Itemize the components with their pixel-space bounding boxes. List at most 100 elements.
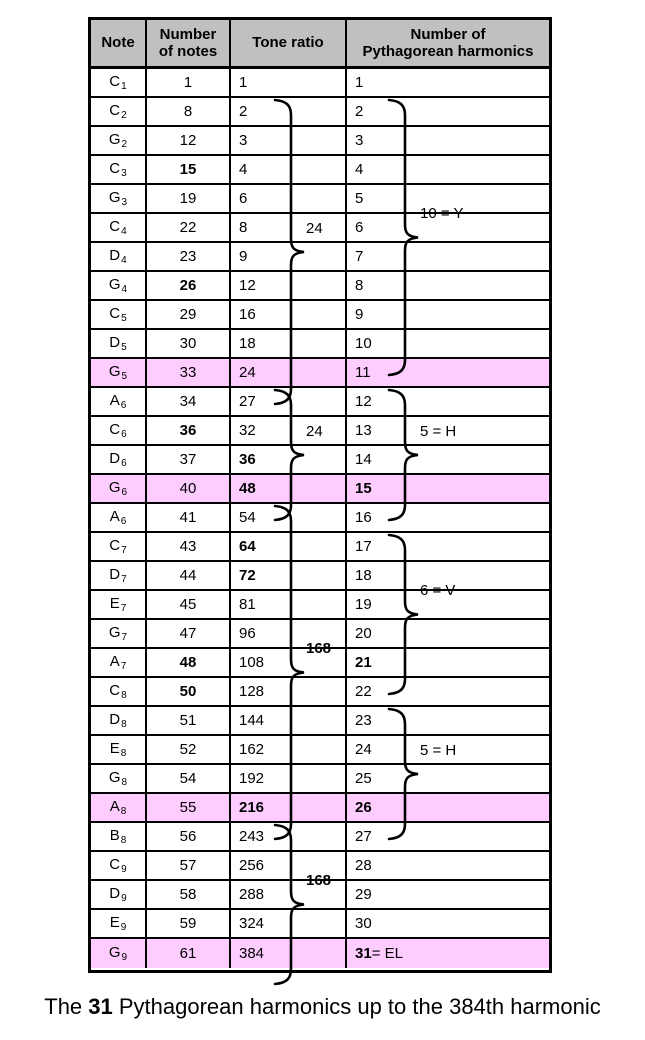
table-row: A6 41 54 16: [91, 504, 549, 533]
note-name: G6: [108, 479, 128, 498]
tone-ratio-cell: 2: [231, 98, 347, 125]
num-notes-cell: 54: [147, 765, 231, 792]
note-cell: D4: [91, 243, 147, 270]
note-name: C3: [109, 160, 127, 179]
tone-ratio-cell: 256: [231, 852, 347, 879]
brace-label: 168: [306, 640, 332, 657]
tone-ratio-cell: 24: [231, 359, 347, 386]
num-notes-cell: 33: [147, 359, 231, 386]
tone-ratio-cell: 162: [231, 736, 347, 763]
note-cell: C5: [91, 301, 147, 328]
note-cell: C2: [91, 98, 147, 125]
note-name: C9: [109, 856, 127, 875]
table-row: E9 59 324 30: [91, 910, 549, 939]
note-name: G7: [108, 624, 128, 643]
tone-ratio-cell: 324: [231, 910, 347, 937]
note-name: A6: [109, 508, 127, 527]
table-row: C2 8 2 2: [91, 98, 549, 127]
table-row: D8 51 144 23: [91, 707, 549, 736]
note-name: G4: [108, 276, 128, 295]
harmonics-cell: 9: [355, 306, 364, 323]
harmonics-cell: 20: [355, 625, 372, 642]
table-row: E7 45 81 19: [91, 591, 549, 620]
note-cell: A6: [91, 388, 147, 415]
note-cell: D7: [91, 562, 147, 589]
tone-ratio-cell: 108: [231, 649, 347, 676]
tone-ratio-cell: 216: [231, 794, 347, 821]
table-row: A6 34 27 12: [91, 388, 549, 417]
table-row: G9 61 384 31 = EL: [91, 939, 549, 968]
harmonics-cell: 10: [355, 335, 372, 352]
table-row: G2 12 3 3: [91, 127, 549, 156]
note-name: G2: [108, 131, 128, 150]
caption-prefix: The: [44, 994, 89, 1019]
note-cell: G2: [91, 127, 147, 154]
brace-label: 24: [306, 219, 323, 237]
num-notes-cell: 50: [147, 678, 231, 705]
note-name: C6: [109, 421, 127, 440]
note-cell: G7: [91, 620, 147, 647]
num-notes-cell: 52: [147, 736, 231, 763]
note-name: E7: [109, 595, 127, 614]
tone-ratio-cell: 48: [231, 475, 347, 502]
tone-ratio-cell: 192: [231, 765, 347, 792]
num-notes-cell: 15: [147, 156, 231, 183]
note-name: D9: [109, 885, 127, 904]
table-row: C8 50 128 22: [91, 678, 549, 707]
brace-label: 24: [306, 422, 323, 440]
note-cell: D8: [91, 707, 147, 734]
harmonics-cell: 6: [355, 219, 364, 236]
num-notes-cell: 43: [147, 533, 231, 560]
num-notes-cell: 56: [147, 823, 231, 850]
num-notes-cell: 59: [147, 910, 231, 937]
num-notes-cell: 58: [147, 881, 231, 908]
table-row: D7 44 72 18: [91, 562, 549, 591]
tone-ratio-cell: 18: [231, 330, 347, 357]
note-name: G3: [108, 189, 128, 208]
num-notes-cell: 37: [147, 446, 231, 473]
note-cell: A8: [91, 794, 147, 821]
harmonics-cell: 11: [355, 364, 371, 381]
note-name: B8: [109, 827, 127, 846]
num-notes-cell: 19: [147, 185, 231, 212]
brace-label: 168: [306, 872, 332, 889]
table-row: G7 47 96 20: [91, 620, 549, 649]
tone-ratio-cell: 16: [231, 301, 347, 328]
tone-ratio-cell: 32: [231, 417, 347, 444]
tone-ratio-cell: 64: [231, 533, 347, 560]
harmonics-cell: 19: [355, 596, 372, 613]
note-cell: D5: [91, 330, 147, 357]
note-cell: C4: [91, 214, 147, 241]
note-cell: C6: [91, 417, 147, 444]
note-name: C7: [109, 537, 127, 556]
note-name: C2: [109, 102, 127, 121]
table-row: E8 52 162 24: [91, 736, 549, 765]
table-header-row: Note Number of notes Tone ratio Number o…: [91, 20, 549, 69]
note-cell: C7: [91, 533, 147, 560]
table-body: C1 1 1 1 C2 8 2 2 G2 12 3 3 C3 15 4 4 G3…: [91, 69, 549, 968]
num-notes-cell: 23: [147, 243, 231, 270]
col-header-tone-ratio: Tone ratio: [231, 20, 347, 66]
brace-label: 10 = Y: [420, 205, 464, 222]
harmonics-cell: 24: [355, 741, 372, 758]
table-row: C5 29 16 9: [91, 301, 549, 330]
note-name: E8: [109, 740, 127, 759]
tone-ratio-cell: 1: [231, 69, 347, 96]
tone-ratio-cell: 128: [231, 678, 347, 705]
harmonics-cell: 16: [355, 509, 372, 526]
caption-bold-number: 31: [88, 994, 113, 1019]
harmonics-cell: 21: [355, 654, 372, 671]
table-row: C7 43 64 17: [91, 533, 549, 562]
harmonics-cell: 15: [355, 480, 372, 497]
tone-ratio-cell: 81: [231, 591, 347, 618]
tone-ratio-cell: 27: [231, 388, 347, 415]
harmonics-cell: 28: [355, 857, 372, 874]
harmonics-cell: 12: [355, 393, 372, 410]
harmonics-cell: 31 = EL: [355, 945, 403, 962]
table-row: B8 56 243 27: [91, 823, 549, 852]
table-row: C4 22 8 6: [91, 214, 549, 243]
tone-ratio-cell: 8: [231, 214, 347, 241]
harmonics-cell: 3: [355, 132, 364, 149]
note-name: D4: [109, 247, 127, 266]
harmonics-cell: 30: [355, 915, 372, 932]
